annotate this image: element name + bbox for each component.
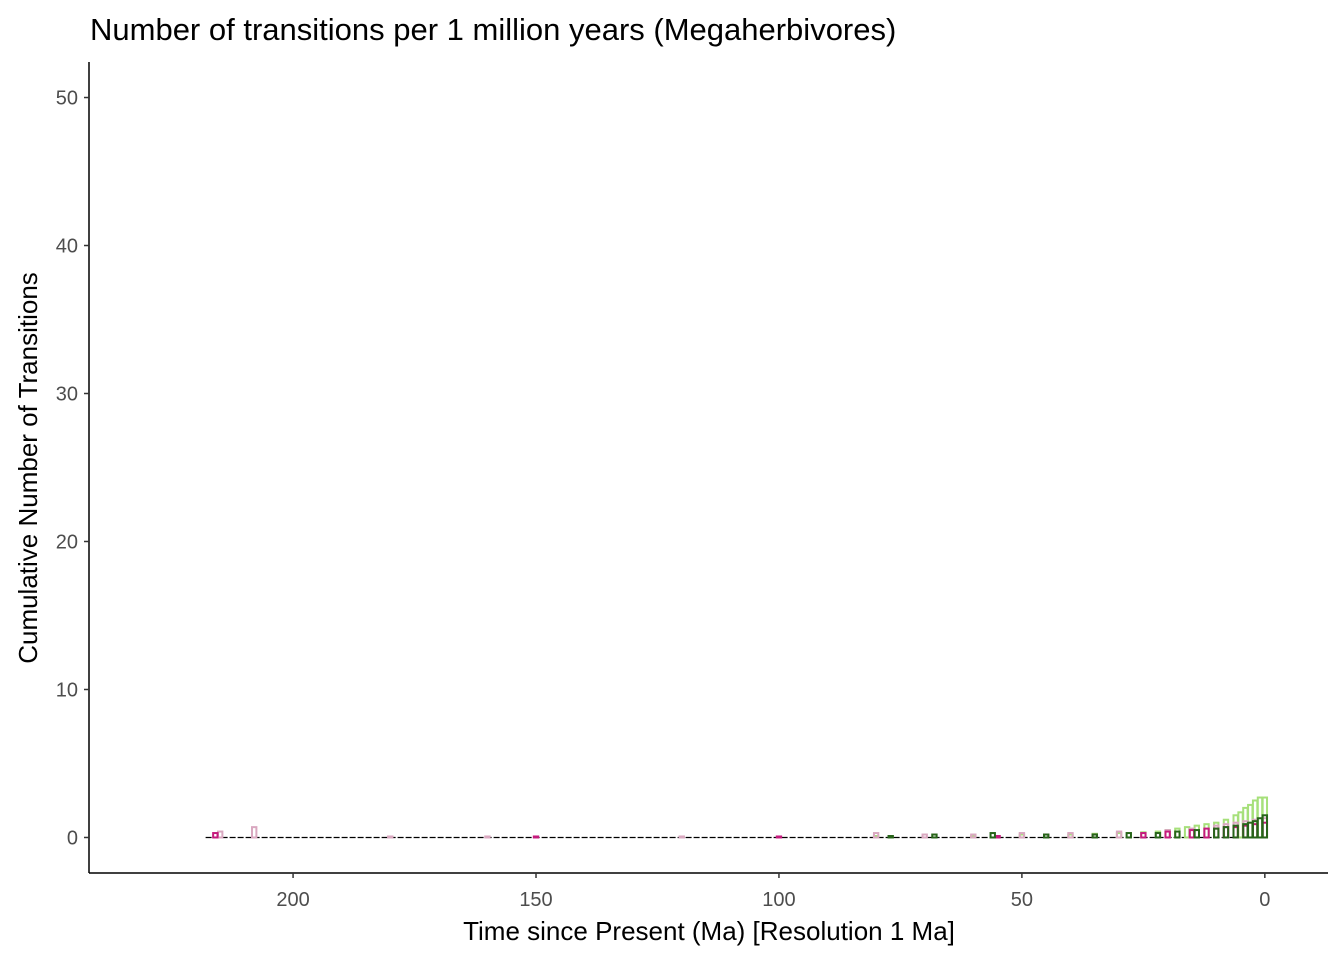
bar xyxy=(921,833,928,839)
bar xyxy=(1213,827,1220,839)
bar xyxy=(1222,826,1230,839)
bar xyxy=(1261,814,1269,839)
y-tick-label: 40 xyxy=(56,236,78,258)
bar xyxy=(1154,832,1162,839)
x-axis-title: Time since Present (Ma) [Resolution 1 Ma… xyxy=(463,916,955,946)
bar xyxy=(1237,811,1244,839)
chart-title: Number of transitions per 1 million year… xyxy=(90,12,896,47)
y-tick-label: 50 xyxy=(56,88,78,110)
bar xyxy=(1232,824,1239,839)
bar xyxy=(1256,817,1264,839)
y-axis-ticks: 0 10 20 30 40 50 xyxy=(56,88,89,849)
bar xyxy=(970,833,977,839)
y-tick-label: 0 xyxy=(67,827,78,849)
x-axis-ticks: 200 150 100 50 0 xyxy=(276,873,1270,911)
y-axis-title: Cumulative Number of Transitions xyxy=(13,272,43,664)
plot-area xyxy=(205,796,1269,839)
bar xyxy=(484,835,491,839)
x-tick-label: 50 xyxy=(1011,889,1033,911)
bar xyxy=(775,835,783,839)
bar xyxy=(994,835,1001,839)
y-tick-label: 10 xyxy=(56,679,78,701)
bar xyxy=(1183,826,1191,839)
bar xyxy=(1203,827,1210,839)
bar xyxy=(217,830,224,839)
bar xyxy=(678,835,685,839)
bar xyxy=(1193,829,1200,839)
series-1 xyxy=(217,817,1269,839)
x-tick-label: 150 xyxy=(519,889,552,911)
bar xyxy=(887,835,894,839)
bar xyxy=(1188,829,1196,839)
bar xyxy=(251,826,258,839)
bar xyxy=(1247,821,1254,839)
bar xyxy=(1140,832,1147,839)
bar xyxy=(872,832,880,839)
bar xyxy=(1067,832,1074,839)
x-tick-label: 0 xyxy=(1259,889,1270,911)
bar xyxy=(387,835,394,839)
bar xyxy=(1043,833,1050,839)
bar xyxy=(532,835,540,839)
bar xyxy=(1164,830,1171,839)
bar xyxy=(1174,830,1181,839)
bar xyxy=(212,832,219,839)
series-3 xyxy=(887,814,1269,839)
bar xyxy=(931,833,938,839)
bar xyxy=(1018,832,1026,839)
y-tick-label: 30 xyxy=(56,384,78,406)
bar xyxy=(1125,832,1132,839)
series-2 xyxy=(212,821,1269,839)
x-tick-label: 100 xyxy=(762,889,795,911)
x-tick-label: 200 xyxy=(276,889,309,911)
bar xyxy=(1091,833,1098,839)
bar xyxy=(1115,830,1123,839)
y-tick-label: 20 xyxy=(56,531,78,553)
bar xyxy=(989,832,996,839)
